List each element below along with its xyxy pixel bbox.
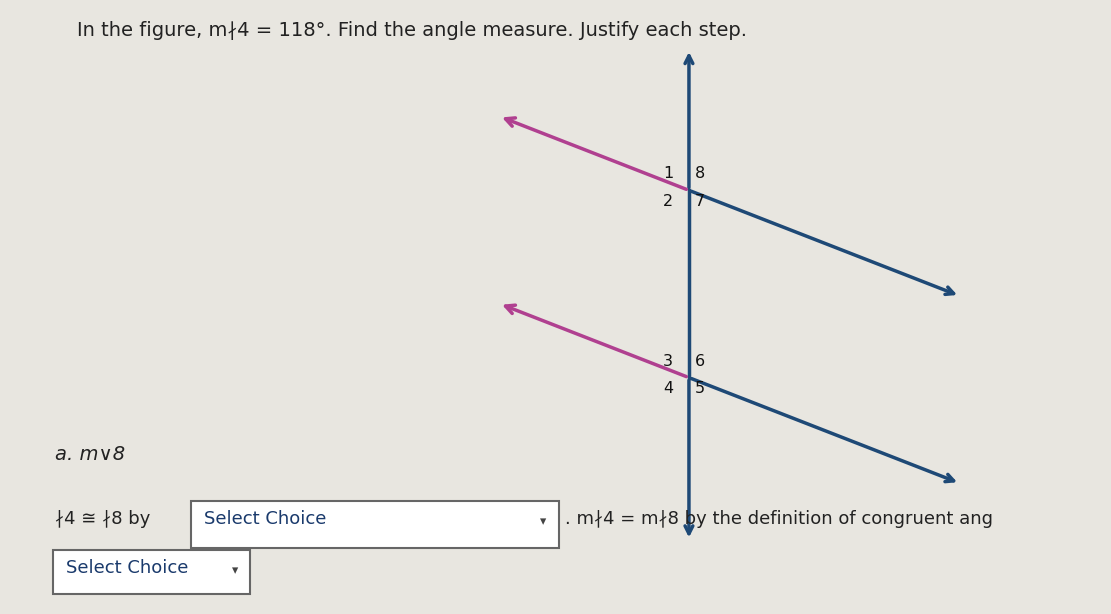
Text: 6: 6 (694, 354, 705, 369)
Text: 5: 5 (694, 381, 705, 396)
Text: 3: 3 (663, 354, 673, 369)
Text: a. m∨8: a. m∨8 (56, 445, 126, 464)
Text: 2: 2 (663, 193, 673, 209)
Text: ∤4 ≅ ∤8 by: ∤4 ≅ ∤8 by (56, 510, 150, 528)
FancyBboxPatch shape (191, 501, 559, 548)
Text: 1: 1 (663, 166, 673, 182)
Text: . m∤4 = m∤8 by the definition of congruent ang: . m∤4 = m∤8 by the definition of congrue… (565, 510, 993, 528)
Text: In the figure, m∤4 = 118°. Find the angle measure. Justify each step.: In the figure, m∤4 = 118°. Find the angl… (77, 21, 748, 41)
Text: 4: 4 (663, 381, 673, 396)
Text: 7: 7 (694, 193, 705, 209)
Text: ▾: ▾ (232, 564, 238, 578)
Text: 8: 8 (694, 166, 705, 182)
FancyBboxPatch shape (53, 550, 250, 594)
Text: Select Choice: Select Choice (204, 510, 327, 528)
Text: ▾: ▾ (540, 515, 547, 529)
Text: Select Choice: Select Choice (67, 559, 189, 577)
